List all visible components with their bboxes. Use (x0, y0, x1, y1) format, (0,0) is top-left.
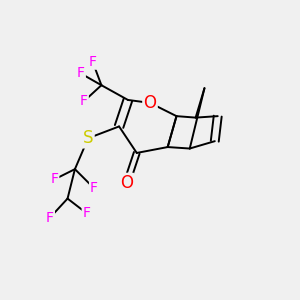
Text: F: F (83, 206, 91, 220)
Text: O: O (143, 94, 157, 112)
Text: S: S (83, 129, 93, 147)
Text: O: O (120, 174, 133, 192)
Text: F: F (88, 55, 97, 69)
Text: F: F (77, 66, 85, 80)
Text: F: F (80, 94, 88, 108)
Text: F: F (50, 172, 58, 186)
Text: F: F (46, 211, 54, 225)
Text: F: F (90, 181, 98, 195)
